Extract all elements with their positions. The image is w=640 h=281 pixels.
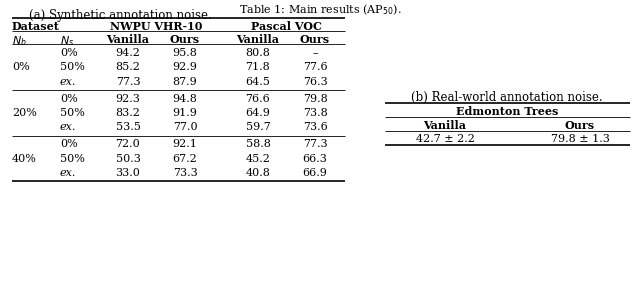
Text: 59.7: 59.7 xyxy=(246,123,270,133)
Text: 73.8: 73.8 xyxy=(303,108,328,118)
Text: 76.6: 76.6 xyxy=(246,94,270,103)
Text: 80.8: 80.8 xyxy=(246,48,271,58)
Text: 85.2: 85.2 xyxy=(116,62,140,72)
Text: Dataset: Dataset xyxy=(12,21,60,32)
Text: 66.3: 66.3 xyxy=(303,153,328,164)
Text: ex.: ex. xyxy=(60,77,76,87)
Text: 0%: 0% xyxy=(60,94,77,103)
Text: ex.: ex. xyxy=(60,123,76,133)
Text: NWPU VHR-10: NWPU VHR-10 xyxy=(110,21,203,32)
Text: 53.5: 53.5 xyxy=(116,123,140,133)
Text: $N_b$: $N_b$ xyxy=(12,34,27,48)
Text: 50%: 50% xyxy=(60,108,85,118)
Text: Vanilla: Vanilla xyxy=(424,120,467,131)
Text: $N_s$: $N_s$ xyxy=(60,34,74,48)
Text: Vanilla: Vanilla xyxy=(106,34,150,45)
Text: 0%: 0% xyxy=(60,139,77,149)
Text: 94.8: 94.8 xyxy=(173,94,197,103)
Text: 33.0: 33.0 xyxy=(116,168,140,178)
Text: Ours: Ours xyxy=(170,34,200,45)
Text: Ours: Ours xyxy=(300,34,330,45)
Text: –: – xyxy=(312,48,318,58)
Text: 0%: 0% xyxy=(60,48,77,58)
Text: 91.9: 91.9 xyxy=(173,108,197,118)
Text: 73.3: 73.3 xyxy=(173,168,197,178)
Text: 50%: 50% xyxy=(60,153,85,164)
Text: Vanilla: Vanilla xyxy=(237,34,280,45)
Text: 79.8 ± 1.3: 79.8 ± 1.3 xyxy=(550,134,609,144)
Text: 94.2: 94.2 xyxy=(116,48,140,58)
Text: 67.2: 67.2 xyxy=(173,153,197,164)
Text: 92.9: 92.9 xyxy=(173,62,197,72)
Text: 45.2: 45.2 xyxy=(246,153,271,164)
Text: 77.0: 77.0 xyxy=(173,123,197,133)
Text: 71.8: 71.8 xyxy=(246,62,270,72)
Text: 0%: 0% xyxy=(12,62,29,72)
Text: 87.9: 87.9 xyxy=(173,77,197,87)
Text: Pascal VOC: Pascal VOC xyxy=(251,21,322,32)
Text: 79.8: 79.8 xyxy=(303,94,328,103)
Text: 42.7 ± 2.2: 42.7 ± 2.2 xyxy=(415,134,474,144)
Text: 66.9: 66.9 xyxy=(303,168,328,178)
Text: 20%: 20% xyxy=(12,108,37,118)
Text: 50%: 50% xyxy=(60,62,85,72)
Text: 72.0: 72.0 xyxy=(116,139,140,149)
Text: 40%: 40% xyxy=(12,153,37,164)
Text: 58.8: 58.8 xyxy=(246,139,271,149)
Text: 83.2: 83.2 xyxy=(116,108,140,118)
Text: 92.1: 92.1 xyxy=(173,139,197,149)
Text: 92.3: 92.3 xyxy=(116,94,140,103)
Text: 73.6: 73.6 xyxy=(303,123,328,133)
Text: ex.: ex. xyxy=(60,168,76,178)
Text: Ours: Ours xyxy=(565,120,595,131)
Text: 76.3: 76.3 xyxy=(303,77,328,87)
Text: Table 1: Main results (AP$_{50}$).: Table 1: Main results (AP$_{50}$). xyxy=(239,2,401,17)
Text: 77.3: 77.3 xyxy=(116,77,140,87)
Text: 64.5: 64.5 xyxy=(246,77,271,87)
Text: (a) Synthetic annotation noise.: (a) Synthetic annotation noise. xyxy=(29,9,211,22)
Text: Edmonton Trees: Edmonton Trees xyxy=(456,106,558,117)
Text: 40.8: 40.8 xyxy=(246,168,271,178)
Text: 77.6: 77.6 xyxy=(303,62,327,72)
Text: 77.3: 77.3 xyxy=(303,139,327,149)
Text: (b) Real-world annotation noise.: (b) Real-world annotation noise. xyxy=(411,91,603,104)
Text: 50.3: 50.3 xyxy=(116,153,140,164)
Text: 64.9: 64.9 xyxy=(246,108,271,118)
Text: 95.8: 95.8 xyxy=(173,48,197,58)
